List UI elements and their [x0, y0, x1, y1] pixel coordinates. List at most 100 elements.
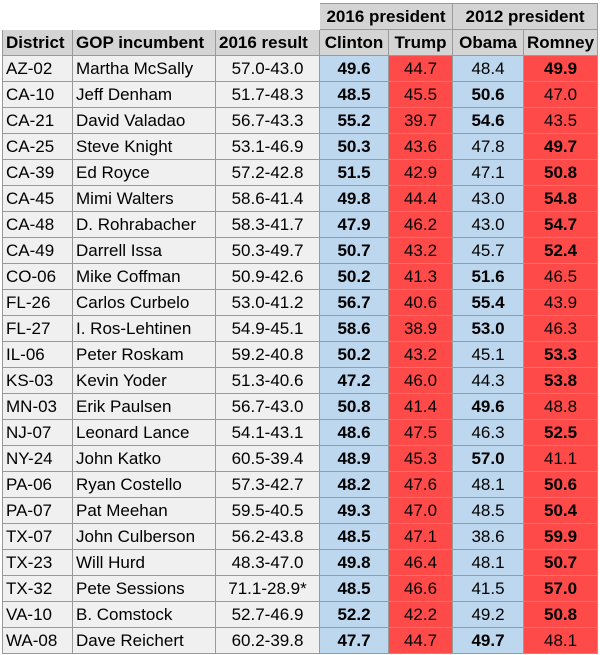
cell-incumbent: Jeff Denham [72, 81, 216, 108]
cell-romney: 43.9 [522, 289, 599, 316]
cell-obama: 50.6 [452, 81, 524, 108]
cell-2016-result: 50.9-42.6 [215, 263, 320, 290]
column-header-row: District GOP incumbent 2016 result Clint… [2, 29, 599, 56]
cell-trump: 44.7 [388, 55, 453, 82]
cell-trump: 47.0 [388, 497, 453, 524]
cell-obama: 44.3 [452, 367, 524, 394]
group-header-2012: 2012 president [451, 3, 599, 30]
cell-2016-result: 53.1-46.9 [215, 133, 320, 160]
cell-incumbent: B. Comstock [72, 601, 216, 628]
cell-district: WA-08 [2, 627, 73, 654]
cell-2016-result: 59.5-40.5 [215, 497, 320, 524]
cell-district: CA-45 [2, 185, 73, 212]
cell-2016-result: 57.3-42.7 [215, 471, 320, 498]
table-row: CA-21 David Valadao 56.7-43.3 55.2 39.7 54.6 4… [2, 107, 599, 134]
header-romney: Romney [522, 29, 599, 56]
cell-obama: 45.1 [452, 341, 524, 368]
cell-district: FL-26 [2, 289, 73, 316]
cell-incumbent: Peter Roskam [72, 341, 216, 368]
cell-clinton: 48.6 [319, 419, 389, 446]
table-row: CA-45 Mimi Walters 58.6-41.4 49.8 44.4 43.0 54… [2, 185, 599, 212]
table-row: CA-39 Ed Royce 57.2-42.8 51.5 42.9 47.1 50.8 [2, 159, 599, 186]
cell-romney: 50.7 [522, 549, 599, 576]
cell-romney: 50.6 [522, 471, 599, 498]
cell-romney: 50.4 [522, 497, 599, 524]
cell-incumbent: Darrell Issa [72, 237, 216, 264]
cell-district: VA-10 [2, 601, 73, 628]
cell-obama: 55.4 [452, 289, 524, 316]
table-row: CA-25 Steve Knight 53.1-46.9 50.3 43.6 47.8 49… [2, 133, 599, 160]
cell-trump: 47.6 [388, 471, 453, 498]
cell-2016-result: 60.5-39.4 [215, 445, 320, 472]
table-row: TX-07 John Culberson 56.2-43.8 48.5 47.1 38.6… [2, 523, 599, 550]
cell-incumbent: Ed Royce [72, 159, 216, 186]
cell-2016-result: 51.3-40.6 [215, 367, 320, 394]
group-header-spacer [2, 3, 320, 30]
cell-obama: 43.0 [452, 211, 524, 238]
cell-trump: 46.6 [388, 575, 453, 602]
header-obama: Obama [452, 29, 524, 56]
header-district: District [2, 29, 73, 56]
cell-clinton: 48.5 [319, 81, 389, 108]
cell-obama: 47.1 [452, 159, 524, 186]
cell-trump: 45.5 [388, 81, 453, 108]
cell-trump: 46.0 [388, 367, 453, 394]
cell-incumbent: Dave Reichert [72, 627, 216, 654]
cell-district: NJ-07 [2, 419, 73, 446]
cell-romney: 59.9 [522, 523, 599, 550]
cell-obama: 49.2 [452, 601, 524, 628]
cell-incumbent: Kevin Yoder [72, 367, 216, 394]
cell-district: AZ-02 [2, 55, 73, 82]
cell-romney: 53.3 [522, 341, 599, 368]
cell-trump: 41.4 [388, 393, 453, 420]
cell-clinton: 48.2 [319, 471, 389, 498]
cell-incumbent: John Katko [72, 445, 216, 472]
cell-trump: 44.4 [388, 185, 453, 212]
cell-2016-result: 71.1-28.9* [215, 575, 320, 602]
cell-2016-result: 53.0-41.2 [215, 289, 320, 316]
table-row: CA-10 Jeff Denham 51.7-48.3 48.5 45.5 50.6 47.… [2, 81, 599, 108]
cell-district: KS-03 [2, 367, 73, 394]
cell-romney: 54.8 [522, 185, 599, 212]
cell-romney: 57.0 [522, 575, 599, 602]
cell-2016-result: 56.7-43.3 [215, 107, 320, 134]
cell-district: CA-49 [2, 237, 73, 264]
cell-clinton: 49.8 [319, 549, 389, 576]
cell-obama: 48.5 [452, 497, 524, 524]
cell-romney: 43.5 [522, 107, 599, 134]
cell-romney: 52.5 [522, 419, 599, 446]
cell-romney: 50.8 [522, 159, 599, 186]
cell-romney: 54.7 [522, 211, 599, 238]
cell-trump: 43.6 [388, 133, 453, 160]
cell-romney: 41.1 [522, 445, 599, 472]
results-table: 2016 president 2012 president District G… [2, 3, 599, 654]
cell-2016-result: 50.3-49.7 [215, 237, 320, 264]
cell-district: PA-07 [2, 497, 73, 524]
cell-trump: 43.2 [388, 341, 453, 368]
cell-romney: 49.7 [522, 133, 599, 160]
cell-romney: 52.4 [522, 237, 599, 264]
cell-obama: 53.0 [452, 315, 524, 342]
table-row: VA-10 B. Comstock 52.7-46.9 52.2 42.2 49.2 50.… [2, 601, 599, 628]
cell-district: NY-24 [2, 445, 73, 472]
cell-district: CA-48 [2, 211, 73, 238]
cell-incumbent: I. Ros-Lehtinen [72, 315, 216, 342]
cell-incumbent: Erik Paulsen [72, 393, 216, 420]
cell-trump: 46.4 [388, 549, 453, 576]
cell-trump: 43.2 [388, 237, 453, 264]
cell-obama: 43.0 [452, 185, 524, 212]
header-trump: Trump [388, 29, 453, 56]
cell-clinton: 49.8 [319, 185, 389, 212]
cell-romney: 48.1 [522, 627, 599, 654]
table-body: AZ-02 Martha McSally 57.0-43.0 49.6 44.7 48.4… [2, 55, 599, 654]
cell-obama: 45.7 [452, 237, 524, 264]
cell-incumbent: Pete Sessions [72, 575, 216, 602]
cell-2016-result: 57.2-42.8 [215, 159, 320, 186]
header-clinton: Clinton [319, 29, 389, 56]
cell-trump: 45.3 [388, 445, 453, 472]
cell-clinton: 48.5 [319, 523, 389, 550]
cell-2016-result: 57.0-43.0 [215, 55, 320, 82]
cell-district: IL-06 [2, 341, 73, 368]
cell-incumbent: David Valadao [72, 107, 216, 134]
cell-district: TX-23 [2, 549, 73, 576]
